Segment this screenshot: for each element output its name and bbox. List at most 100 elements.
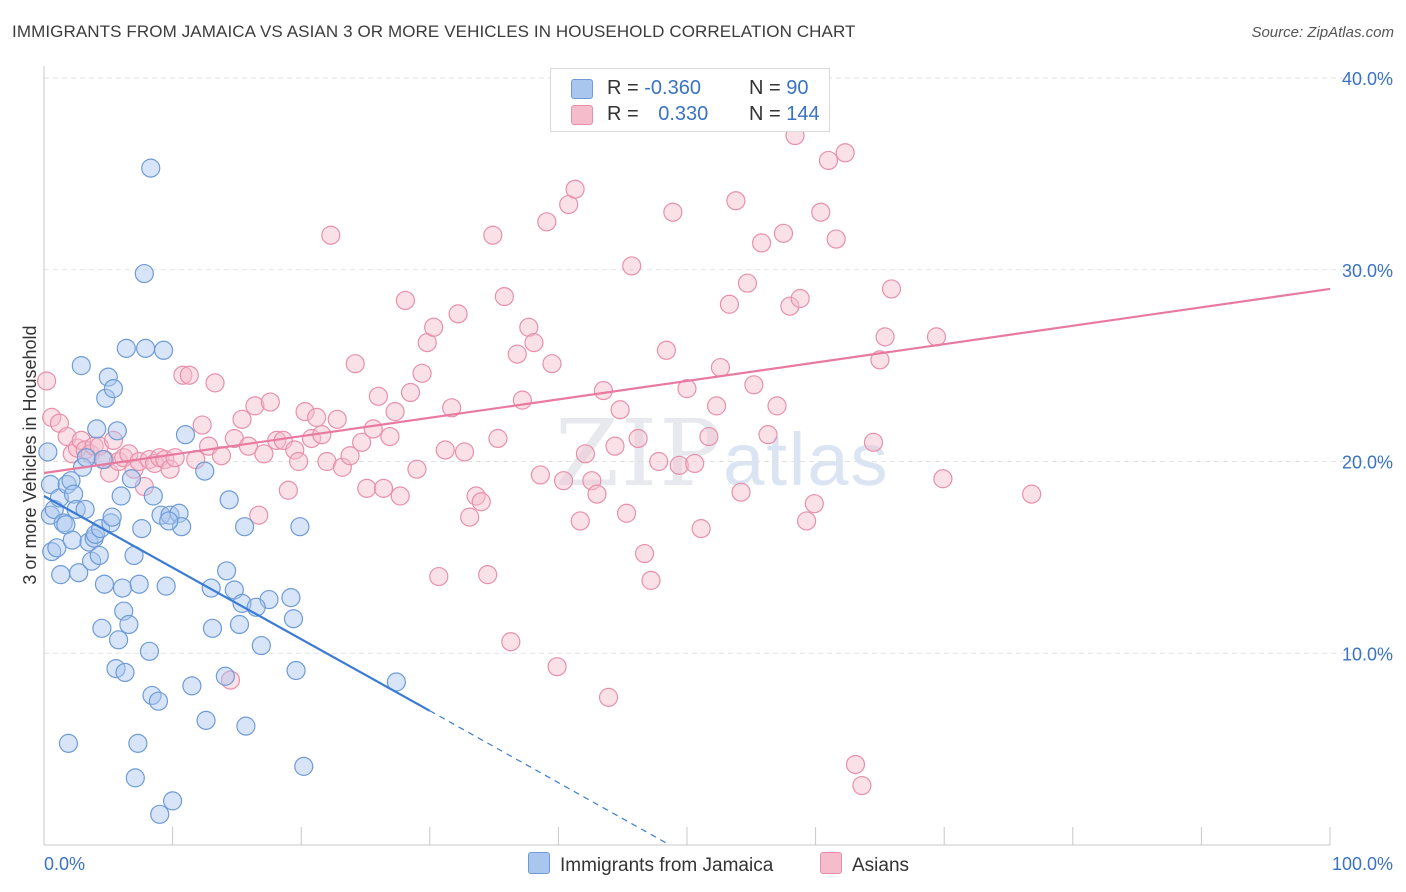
watermark-atlas: atlas <box>723 418 890 501</box>
point-jamaica <box>63 484 84 504</box>
point-asians <box>744 375 764 395</box>
x-tick-label-max: 100.0% <box>1332 854 1393 874</box>
bottom-legend-label-asians: Asians <box>852 855 910 876</box>
point-asians <box>933 469 953 489</box>
point-asians <box>790 288 810 309</box>
point-jamaica <box>139 641 160 661</box>
point-jamaica <box>94 574 115 594</box>
point-asians <box>249 505 269 525</box>
point-asians <box>295 402 315 422</box>
point-asians <box>804 494 824 514</box>
point-asians <box>826 229 846 249</box>
point-asians <box>289 451 309 472</box>
point-jamaica <box>111 486 131 506</box>
point-jamaica <box>112 578 133 598</box>
point-asians <box>656 340 677 360</box>
point-asians <box>357 478 377 498</box>
point-asians <box>460 507 480 527</box>
point-asians <box>160 459 180 479</box>
chart-title: IMMIGRANTS FROM JAMAICA VS ASIAN 3 OR MO… <box>12 22 856 41</box>
point-asians <box>466 486 486 506</box>
legend: R = -0.360 N = 90 R = 0.330 N = 144 <box>550 68 830 132</box>
point-asians <box>407 459 427 479</box>
point-jamaica <box>108 630 129 650</box>
point-asians <box>845 754 866 775</box>
bottom-legend-swatch-asians <box>820 852 842 874</box>
point-asians <box>192 415 212 435</box>
point-asians <box>205 373 225 393</box>
point-asians <box>610 400 630 420</box>
point-asians <box>737 273 758 293</box>
point-asians <box>278 480 298 500</box>
point-asians <box>368 386 388 406</box>
bottom-legend-jamaica: Immigrants from Jamaica <box>528 852 773 877</box>
point-jamaica <box>290 517 310 537</box>
y-tick-label: 30.0% <box>1342 261 1393 281</box>
point-asians <box>863 432 884 452</box>
bottom-legend-label-jamaica: Immigrants from Jamaica <box>560 855 774 876</box>
point-jamaica <box>182 676 202 696</box>
point-asians <box>42 407 62 427</box>
point-asians <box>537 212 557 232</box>
legend-r-jamaica: R = -0.360 <box>607 77 701 99</box>
point-jamaica <box>47 538 67 558</box>
trend-lines <box>43 287 1331 846</box>
point-asians <box>435 440 455 460</box>
point-jamaica <box>89 545 109 566</box>
point-asians <box>570 511 590 531</box>
point-jamaica <box>148 691 169 711</box>
point-asians <box>260 392 280 412</box>
point-jamaica <box>62 530 82 550</box>
point-jamaica <box>132 519 152 539</box>
point-jamaica <box>156 576 176 596</box>
point-asians <box>307 407 327 427</box>
point-jamaica <box>129 574 149 594</box>
point-jamaica <box>107 421 127 441</box>
point-asians <box>373 478 394 498</box>
point-jamaica <box>281 588 301 608</box>
bottom-legend-swatch-jamaica <box>528 852 550 874</box>
tick-labels: 10.0% 20.0% 30.0% 40.0% 0.0% 100.0% 3 or more … <box>20 69 1393 874</box>
point-asians <box>726 191 746 211</box>
point-jamaica <box>294 756 314 776</box>
watermark-zip: ZIP <box>555 400 724 507</box>
point-asians <box>400 382 421 403</box>
point-asians <box>811 202 831 222</box>
point-jamaica <box>79 532 99 552</box>
point-asians <box>471 492 491 512</box>
y-tick-label: 10.0% <box>1342 644 1393 664</box>
point-jamaica <box>121 469 142 489</box>
point-asians <box>507 344 527 364</box>
point-asians <box>852 775 872 796</box>
point-jamaica <box>195 461 215 481</box>
point-asians <box>321 225 341 245</box>
point-jamaica <box>58 733 79 753</box>
point-asians <box>454 442 475 462</box>
point-jamaica <box>38 442 58 462</box>
point-jamaica <box>175 425 196 445</box>
point-asians <box>488 428 508 449</box>
point-asians <box>691 519 711 539</box>
point-asians <box>494 286 514 307</box>
point-jamaica <box>286 660 306 681</box>
point-jamaica <box>69 563 89 583</box>
point-asians <box>245 396 265 416</box>
point-asians <box>628 428 648 449</box>
point-asians <box>710 357 731 378</box>
point-asians <box>796 511 817 531</box>
legend-n-jamaica: N = 90 <box>749 77 809 99</box>
point-asians <box>818 150 839 171</box>
point-asians <box>254 444 274 464</box>
point-jamaica <box>141 158 161 178</box>
point-asians <box>220 670 241 690</box>
point-asians <box>352 432 372 452</box>
point-jamaica <box>196 710 216 730</box>
point-asians <box>758 425 778 445</box>
point-jamaica <box>159 511 179 531</box>
point-asians <box>103 430 124 451</box>
y-tick-label: 20.0% <box>1342 453 1393 473</box>
legend-swatch-jamaica <box>571 79 593 99</box>
point-jamaica <box>40 474 61 495</box>
point-asians <box>663 202 683 222</box>
